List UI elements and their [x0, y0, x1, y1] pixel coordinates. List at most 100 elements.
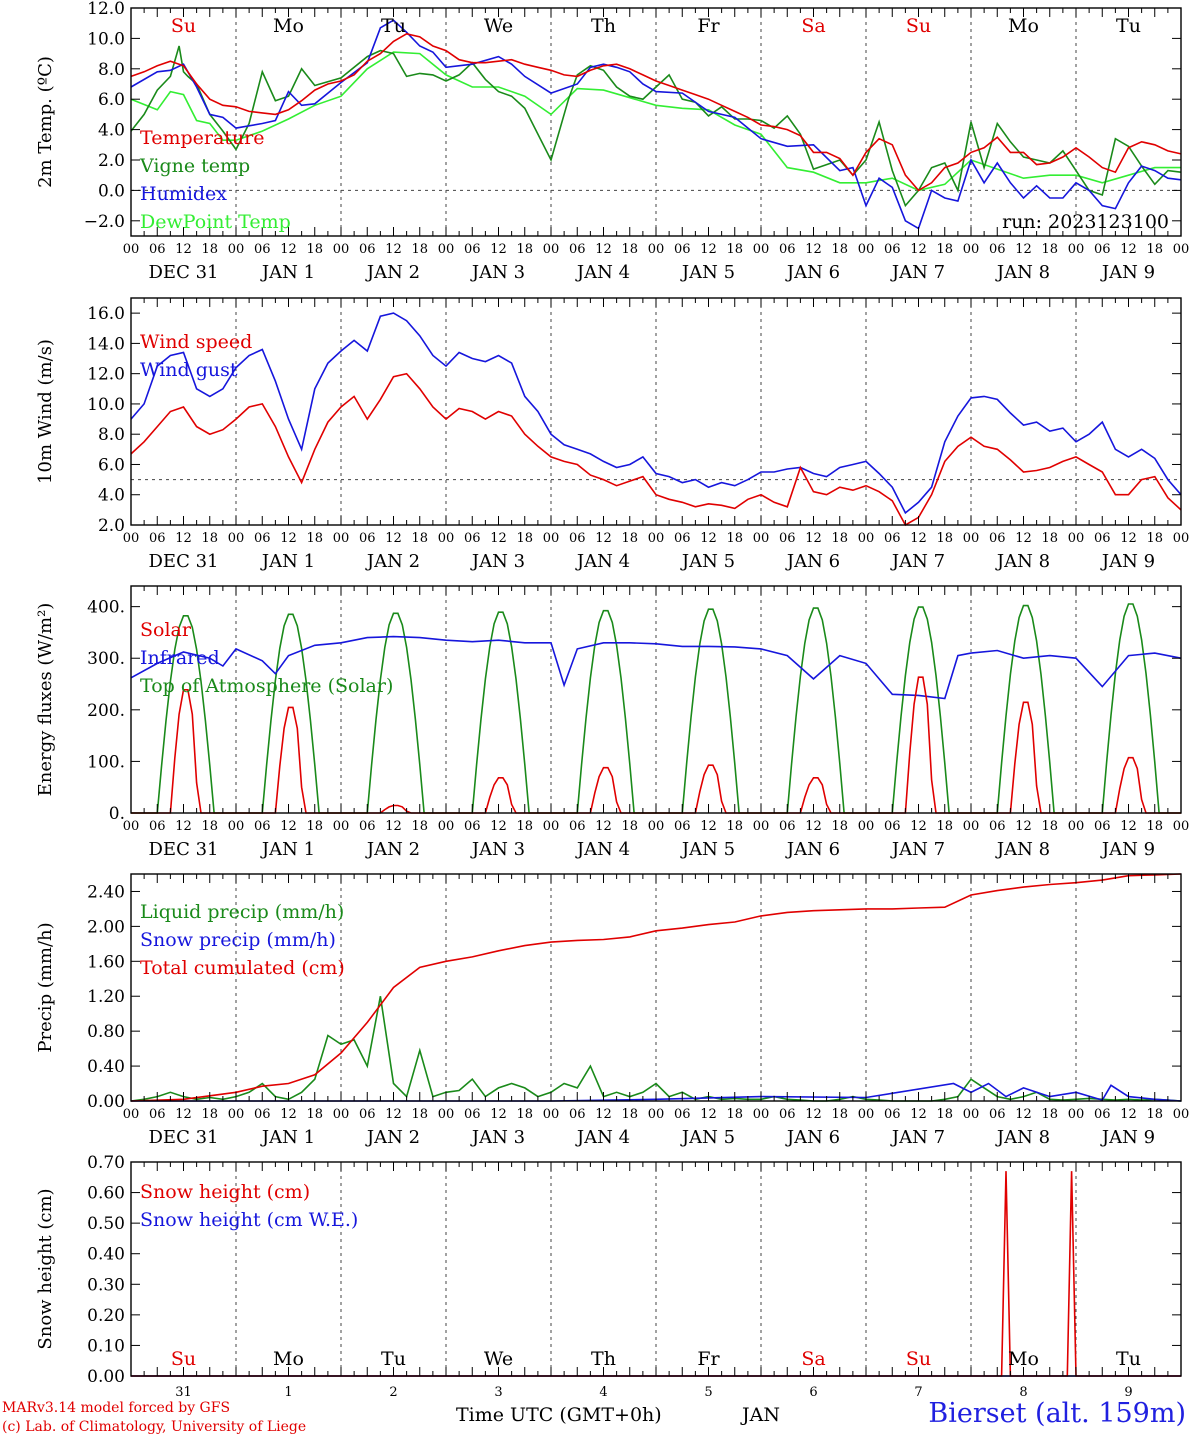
day-number-label: 3 [494, 1385, 502, 1400]
hour-tick-label: 12 [490, 242, 507, 257]
hour-tick-label: 18 [306, 1107, 323, 1122]
y-tick-label: 0.0 [98, 181, 125, 201]
hour-tick-label: 06 [569, 1107, 586, 1122]
hour-tick-label: 00 [858, 819, 875, 834]
station-label: Bierset (alt. 159m) [928, 1398, 1186, 1429]
hour-tick-label: 06 [464, 242, 481, 257]
hour-tick-label: 06 [1094, 819, 1111, 834]
hour-tick-label: 00 [333, 531, 350, 546]
weekday-label: Su [171, 1348, 196, 1370]
hour-tick-label: 18 [201, 242, 218, 257]
y-tick-label: 6.0 [98, 90, 125, 110]
hour-tick-label: 06 [149, 819, 166, 834]
day-label: DEC 31 [149, 839, 219, 860]
series-line [130, 996, 1182, 1102]
day-label: JAN 7 [890, 839, 945, 860]
hour-tick-label: 12 [1015, 819, 1032, 834]
hour-tick-label: 06 [1094, 1107, 1111, 1122]
day-label: JAN 5 [680, 839, 735, 860]
hour-tick-label: 12 [1120, 819, 1137, 834]
hour-tick-label: 12 [280, 531, 297, 546]
day-number-label: 7 [914, 1385, 922, 1400]
hour-tick-label: 00 [543, 1107, 560, 1122]
weekday-label: We [484, 1348, 513, 1370]
hour-tick-label: 06 [359, 531, 376, 546]
hour-tick-label: 12 [490, 819, 507, 834]
day-label: JAN 4 [575, 839, 630, 860]
hour-tick-label: 00 [1068, 242, 1085, 257]
day-number-label: 31 [175, 1385, 192, 1400]
hour-tick-label: 18 [1146, 531, 1163, 546]
day-number-label: 1 [284, 1385, 292, 1400]
hour-tick-label: 12 [595, 1107, 612, 1122]
weekday-label: Tu [381, 1348, 406, 1370]
hour-tick-label: 12 [700, 819, 717, 834]
hour-tick-label: 06 [1094, 242, 1111, 257]
panel-1 [130, 7, 1182, 237]
hour-tick-label: 06 [989, 1107, 1006, 1122]
weekday-label: Sa [801, 1348, 825, 1370]
hour-tick-label: 18 [516, 531, 533, 546]
hour-tick-label: 00 [648, 531, 665, 546]
legend-entry: Infrared [140, 647, 220, 669]
day-label: JAN 3 [470, 551, 525, 572]
day-label: JAN 8 [995, 1127, 1050, 1148]
weekday-label: Su [171, 15, 196, 37]
y-tick-label: 0. [109, 804, 125, 824]
day-label: JAN 5 [680, 551, 735, 572]
series-line [130, 51, 1181, 192]
weekday-label: Th [591, 15, 616, 37]
day-label: JAN 6 [785, 839, 840, 860]
hour-tick-label: 00 [963, 242, 980, 257]
hour-tick-label: 18 [831, 819, 848, 834]
hour-tick-label: 18 [201, 1107, 218, 1122]
panel-2 [130, 297, 1182, 527]
hour-tick-label: 00 [228, 819, 245, 834]
day-label: JAN 6 [785, 551, 840, 572]
hour-tick-label: 06 [254, 819, 271, 834]
y-tick-label: 0.70 [87, 1153, 125, 1173]
day-number-label: 6 [809, 1385, 817, 1400]
hour-tick-label: 12 [910, 531, 927, 546]
series-line [130, 635, 1182, 700]
y-tick-label: 2.0 [98, 151, 125, 171]
series-line [130, 45, 1182, 208]
day-label: JAN 2 [365, 551, 420, 572]
hour-tick-label: 00 [753, 819, 770, 834]
hour-tick-label: 18 [516, 819, 533, 834]
hour-tick-label: 06 [149, 531, 166, 546]
hour-tick-label: 00 [438, 531, 455, 546]
legend-entry: Snow height (cm W.E.) [140, 1209, 358, 1231]
hour-tick-label: 18 [1041, 819, 1058, 834]
hour-tick-label: 00 [648, 242, 665, 257]
y-tick-label: 4.0 [98, 121, 125, 141]
day-label: JAN 2 [365, 1127, 420, 1148]
hour-tick-label: 18 [726, 242, 743, 257]
hour-tick-label: 18 [1146, 819, 1163, 834]
hour-tick-label: 18 [306, 819, 323, 834]
day-label: JAN 3 [470, 262, 525, 283]
hour-tick-label: 00 [1068, 531, 1085, 546]
y-tick-label: 1.20 [87, 987, 125, 1007]
hour-tick-label: 12 [385, 242, 402, 257]
day-label: JAN 6 [785, 1127, 840, 1148]
weekday-label: We [484, 15, 513, 37]
hour-tick-label: 06 [464, 1107, 481, 1122]
weekday-label: Mo [273, 1348, 304, 1370]
legend-entry: Solar [140, 619, 192, 641]
legend-entry: Wind speed [140, 331, 252, 353]
y-axis-label: 2m Temp. (ºC) [35, 56, 56, 188]
hour-tick-label: 06 [779, 1107, 796, 1122]
legend-entry: Snow height (cm) [140, 1181, 310, 1203]
y-axis-label: Snow height (cm) [35, 1188, 56, 1349]
hour-tick-label: 00 [858, 1107, 875, 1122]
day-label: DEC 31 [149, 262, 219, 283]
day-label: JAN 1 [260, 1127, 315, 1148]
hour-tick-label: 12 [700, 242, 717, 257]
hour-tick-label: 12 [280, 242, 297, 257]
hour-tick-label: 00 [123, 531, 140, 546]
x-axis-label: Time UTC (GMT+0h) [456, 1404, 662, 1426]
hour-tick-label: 12 [175, 1107, 192, 1122]
hour-tick-label: 00 [333, 819, 350, 834]
hour-tick-label: 00 [1173, 1107, 1190, 1122]
